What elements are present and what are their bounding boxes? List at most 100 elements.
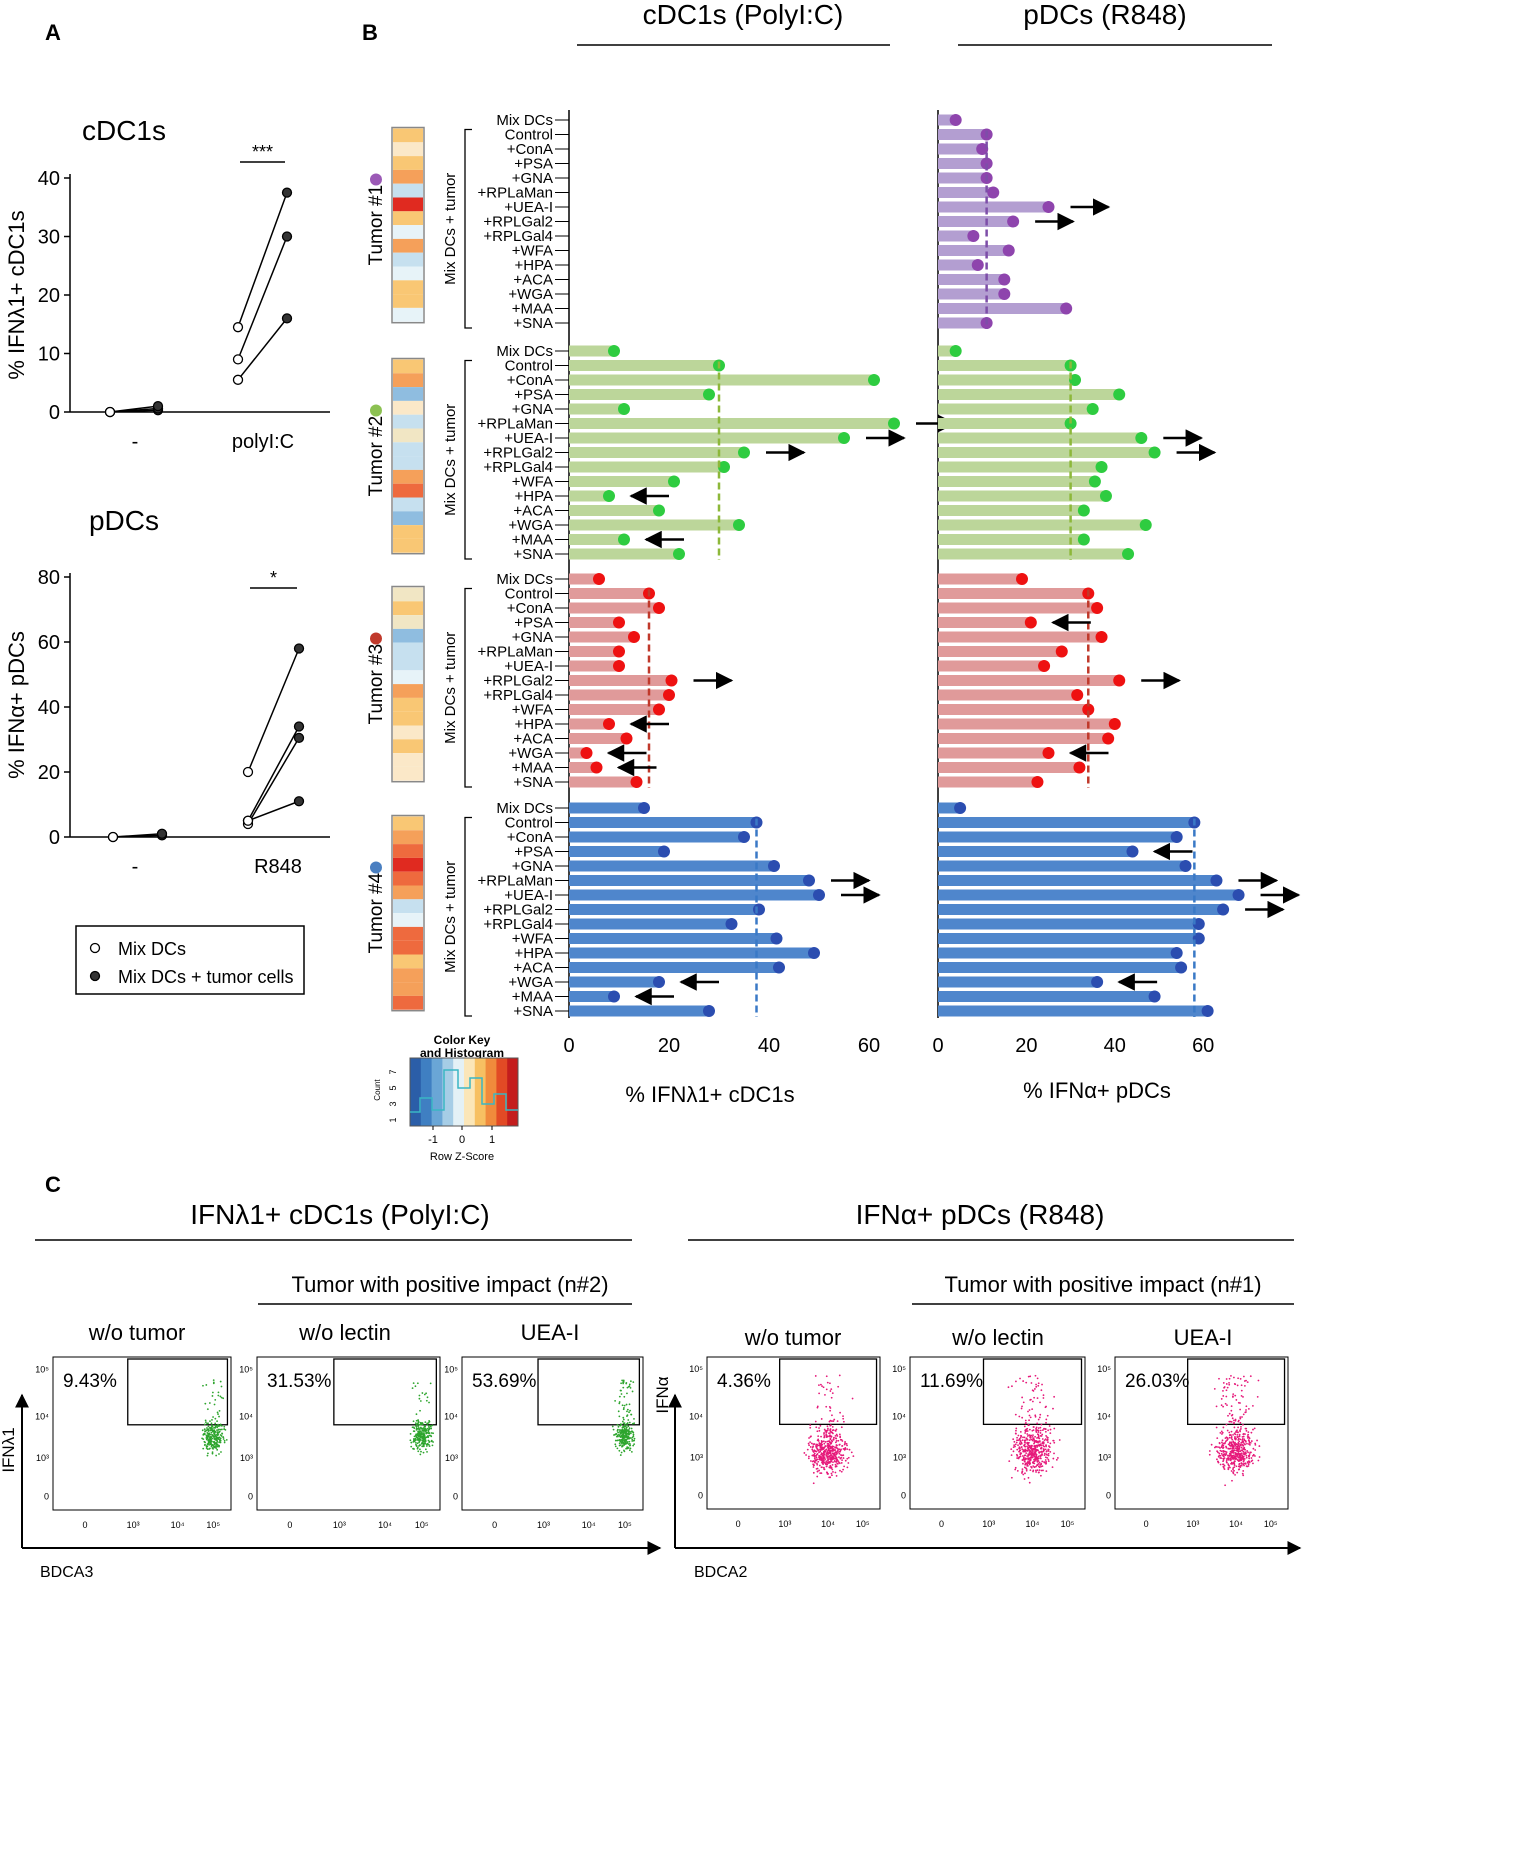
flow-dot [1049, 1432, 1052, 1435]
flow-dot [1234, 1419, 1237, 1422]
flow-dot [1219, 1463, 1222, 1466]
flow-dot [429, 1382, 432, 1385]
flow-dot [1237, 1420, 1240, 1423]
row-label: +RPLaMan [478, 185, 553, 202]
flow-dot [806, 1448, 809, 1451]
heatmap-cell [393, 169, 423, 184]
flow-dot [206, 1431, 209, 1434]
flow-dot [619, 1431, 622, 1434]
flow-dot [1247, 1465, 1250, 1467]
flow-dot [1251, 1455, 1254, 1457]
flow-dot [619, 1429, 622, 1432]
flow-dot [1048, 1445, 1050, 1447]
flow-dot [821, 1443, 824, 1446]
bar-dot [1179, 860, 1192, 872]
flow-x-tick: 10³ [127, 1520, 140, 1530]
color-key-z-tick: 0 [459, 1134, 465, 1146]
row-label: +MAA [512, 989, 553, 1006]
flow-dot [1014, 1432, 1017, 1435]
flow-plot-title: UEA-I [1174, 1325, 1233, 1350]
flow-dot [218, 1438, 221, 1441]
flow-dot [214, 1437, 216, 1440]
flow-dot [615, 1435, 618, 1438]
bar-chart-xlabel: % IFNα+ pDCs [1023, 1078, 1171, 1103]
bar-dot [1232, 889, 1245, 901]
flow-dot [1052, 1439, 1055, 1442]
flow-dot [1235, 1399, 1238, 1401]
flow-dot [1240, 1446, 1243, 1449]
flow-dot [1025, 1381, 1028, 1384]
flow-dot [1248, 1454, 1251, 1457]
bar [569, 534, 624, 545]
flow-dot [1240, 1394, 1243, 1397]
flow-dot [1234, 1453, 1237, 1456]
flow-dot [204, 1402, 207, 1405]
flow-dot [409, 1432, 412, 1435]
flow-dot [1035, 1440, 1038, 1443]
flow-dot [1012, 1446, 1015, 1449]
flow-dot [1033, 1466, 1036, 1469]
flow-dot [617, 1433, 620, 1436]
flow-dot [1021, 1455, 1024, 1457]
flow-dot [812, 1466, 815, 1468]
y-tick-label: 30 [38, 227, 60, 249]
flow-dot [618, 1415, 621, 1418]
flow-dot [838, 1452, 841, 1455]
flow-dot [1220, 1404, 1223, 1407]
flow-plot-frame [706, 1356, 881, 1510]
bar-dot [593, 573, 605, 585]
bar-dot [1015, 573, 1028, 585]
flow-dot [1014, 1413, 1017, 1416]
flow-dot [1242, 1457, 1245, 1460]
filled-point [152, 400, 164, 412]
flow-dot [842, 1468, 845, 1471]
flow-dot [1032, 1462, 1035, 1465]
heatmap-cell [393, 982, 423, 996]
flow-dot [413, 1430, 416, 1433]
bar-dot [1042, 747, 1055, 759]
flow-dot [1049, 1428, 1052, 1431]
flow-dot [812, 1482, 815, 1485]
flow-dot [623, 1427, 626, 1430]
flow-dot [818, 1455, 821, 1458]
flow-dot [834, 1430, 837, 1432]
open-point [104, 406, 116, 418]
flow-dot [1026, 1438, 1029, 1441]
flow-x-tick: 10⁴ [171, 1520, 185, 1530]
flow-dot [1044, 1428, 1047, 1430]
flow-dot [835, 1465, 838, 1468]
flow-dot [421, 1442, 423, 1444]
flow-dot [1030, 1445, 1032, 1448]
color-key-band [464, 1058, 476, 1126]
tumor-dot [370, 861, 382, 874]
flow-dot [844, 1442, 846, 1445]
flow-dot [823, 1466, 825, 1469]
flow-dot [1031, 1400, 1034, 1403]
flow-dot [1227, 1463, 1230, 1466]
flow-dot [811, 1460, 814, 1463]
heatmap-cell [393, 525, 423, 539]
flow-dot [615, 1433, 617, 1436]
flow-dot [630, 1427, 633, 1430]
heatmap-cell [393, 307, 423, 322]
flow-dot [1028, 1439, 1031, 1442]
row-label: +UEA-I [504, 199, 553, 216]
flow-dot [1034, 1439, 1036, 1442]
flow-dot [1040, 1446, 1043, 1449]
flow-dot [1029, 1469, 1032, 1472]
flow-dot [1018, 1446, 1021, 1449]
bar [938, 403, 1093, 415]
row-label: Mix DCs [496, 571, 553, 588]
flow-dot [1043, 1461, 1046, 1464]
group-label: Mix DCs + tumor [442, 404, 459, 516]
flow-dot [1047, 1458, 1050, 1461]
flow-dot [829, 1447, 831, 1449]
bar-dot [768, 860, 780, 872]
flow-dot [1033, 1441, 1036, 1444]
bar [569, 962, 779, 973]
flow-dot [1218, 1442, 1221, 1445]
flow-dot [1226, 1457, 1228, 1460]
flow-dot [1040, 1389, 1043, 1392]
bar-dot [1088, 475, 1101, 488]
flow-dot [1025, 1428, 1028, 1431]
